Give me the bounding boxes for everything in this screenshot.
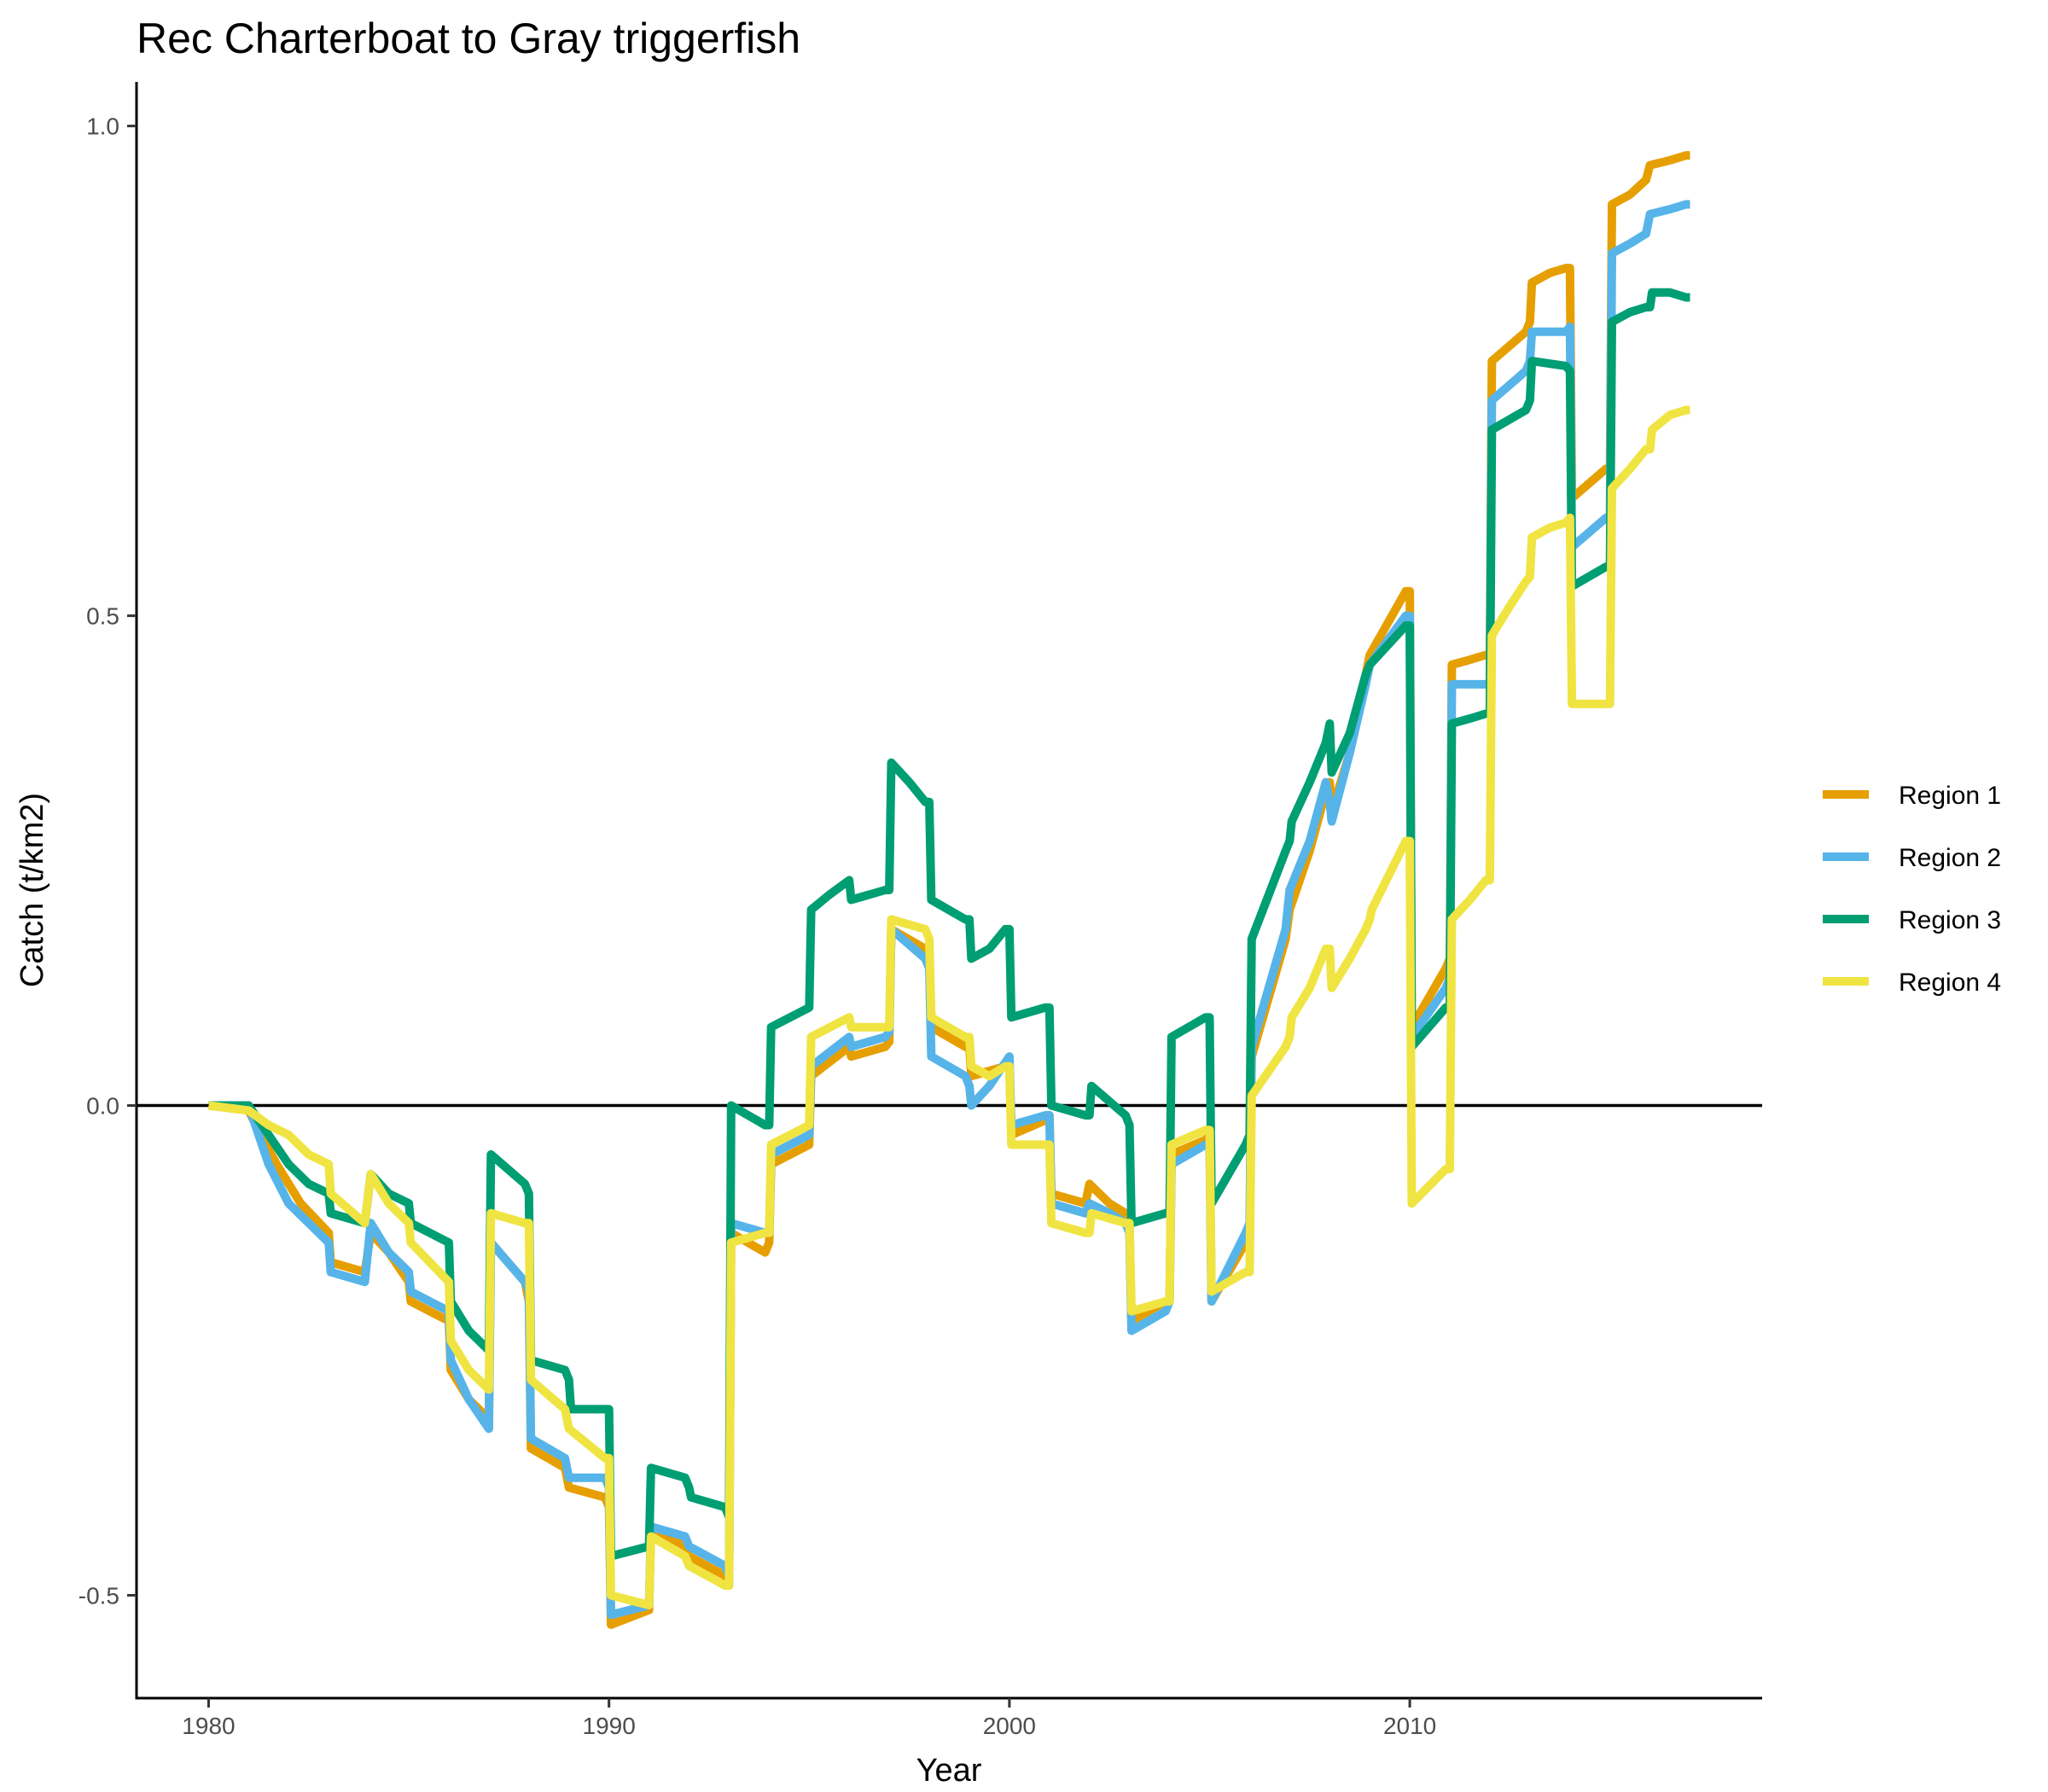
legend-label-region-2: Region 2 xyxy=(1899,844,2001,872)
series-line-region-3 xyxy=(208,288,1690,1561)
legend-label-region-4: Region 4 xyxy=(1899,969,2001,997)
y-tick-label: 0.5 xyxy=(86,603,119,630)
legend: Region 1 Region 2 Region 3 Region 4 xyxy=(1823,782,2001,997)
y-axis-ticks: -0.5 0.0 0.5 1.0 xyxy=(79,113,137,1609)
series-layer xyxy=(207,151,1690,1629)
legend-label-region-1: Region 1 xyxy=(1899,782,2001,810)
series-line-region-1 xyxy=(207,151,1690,1629)
x-axis-ticks: 1980 1990 2000 2010 xyxy=(182,1698,1436,1739)
y-tick-label: -0.5 xyxy=(79,1582,119,1609)
x-tick-label: 1980 xyxy=(182,1713,235,1739)
y-tick-label: 0.0 xyxy=(86,1093,119,1120)
x-tick-label: 2010 xyxy=(1383,1713,1436,1739)
x-tick-label: 1990 xyxy=(583,1713,636,1739)
legend-label-region-3: Region 3 xyxy=(1899,906,2001,934)
chart-title: Rec Charterboat to Gray triggerfish xyxy=(137,15,800,62)
x-tick-label: 2000 xyxy=(983,1713,1036,1739)
plot-area xyxy=(135,82,1762,1700)
x-axis-title: Year xyxy=(916,1753,982,1789)
y-axis-title: Catch (t/km2) xyxy=(15,793,50,987)
y-tick-label: 1.0 xyxy=(86,113,119,140)
series-line-region-4 xyxy=(207,405,1690,1609)
